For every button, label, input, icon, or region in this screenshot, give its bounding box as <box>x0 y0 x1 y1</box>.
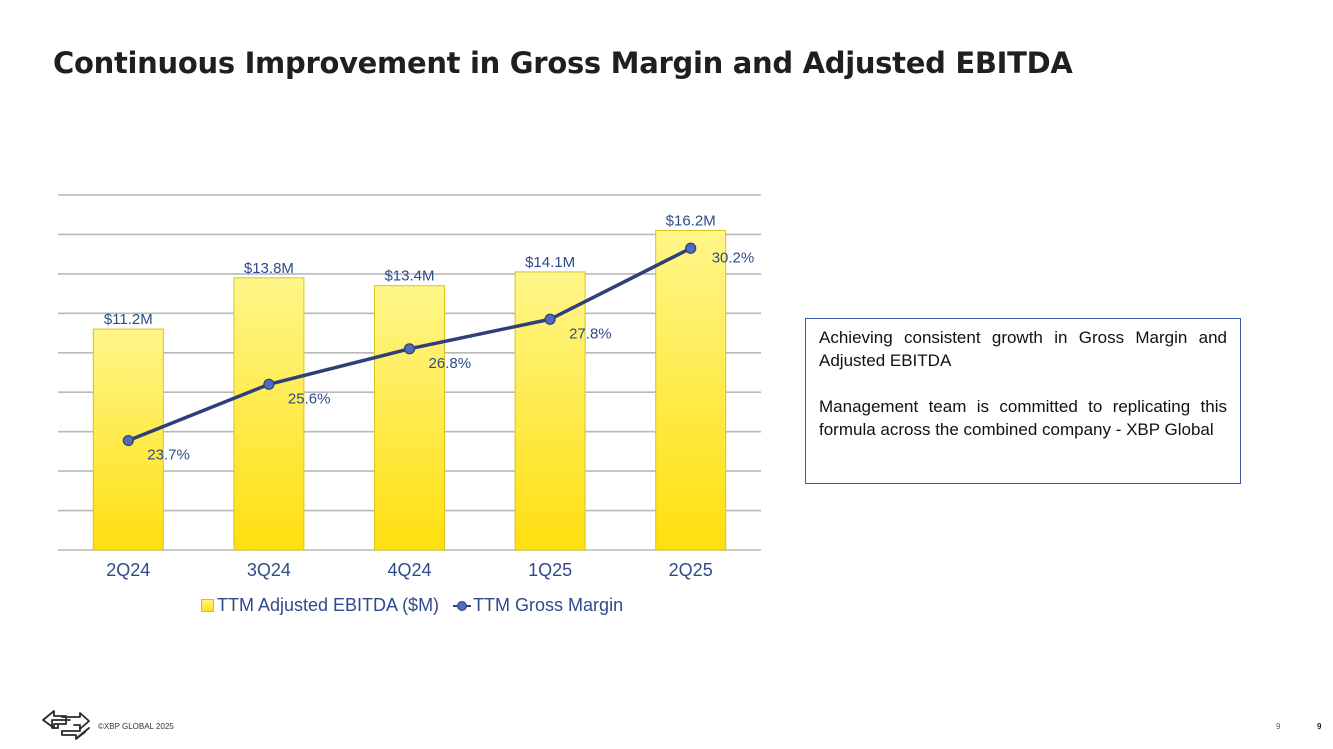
gross-margin-label: 27.8% <box>569 325 612 342</box>
ebitda-bar-label: $14.1M <box>525 254 575 271</box>
ebitda-bar <box>233 277 305 551</box>
gross-margin-point <box>263 378 275 390</box>
ebitda-bars <box>92 230 727 551</box>
gross-margin-point <box>122 434 134 447</box>
xbp-exchange-arrows-icon <box>42 710 90 740</box>
x-tick-label: 4Q24 <box>387 560 431 580</box>
gross-margin-point <box>403 343 416 355</box>
gross-margin-point <box>685 242 697 254</box>
page-number: 9 <box>1276 722 1281 731</box>
ebitda-bar <box>374 285 445 551</box>
chart-legend: TTM Adjusted EBITDA ($M) TTM Gross Margi… <box>201 595 637 616</box>
legend-label-ebitda: TTM Adjusted EBITDA ($M) <box>217 595 440 615</box>
x-tick-label: 2Q25 <box>669 560 713 580</box>
x-tick-label: 3Q24 <box>247 560 291 580</box>
legend-label-gross-margin: TTM Gross Margin <box>473 595 624 615</box>
page-number-duplicate: 9 <box>1317 722 1322 731</box>
ebitda-bar <box>655 230 727 551</box>
legend-bar-swatch-icon <box>201 599 214 612</box>
legend-item-gross-margin: TTM Gross Margin <box>453 595 623 616</box>
gross-margin-label: 30.2% <box>712 249 755 266</box>
gross-margin-label: 25.6% <box>288 390 331 407</box>
summary-callout: Achieving consistent growth in Gross Mar… <box>805 318 1241 484</box>
legend-line-swatch-icon <box>453 600 472 611</box>
gross-margin-label: 23.7% <box>147 447 190 464</box>
x-tick-label: 1Q25 <box>528 560 572 580</box>
data-labels: $11.2M $13.8M $13.4M $14.1M $16.2M 23.7% 25.6%… <box>104 213 754 464</box>
gross-margin-point <box>544 313 556 325</box>
callout-paragraph-growth: Achieving consistent growth in Gross Mar… <box>819 328 1227 370</box>
gross-margin-label: 26.8% <box>429 355 472 372</box>
callout-paragraph-management: Management team is committed to replicat… <box>819 397 1227 439</box>
legend-item-ebitda: TTM Adjusted EBITDA ($M) <box>201 595 439 616</box>
footer-copyright: ©XBP GLOBAL 2025 <box>98 722 174 731</box>
ebitda-bar-label: $13.8M <box>244 260 294 277</box>
ebitda-bar-label: $11.2M <box>104 311 153 328</box>
ebitda-bar <box>514 271 586 551</box>
slide-title: Continuous Improvement in Gross Margin a… <box>53 46 1073 80</box>
x-tick-label: 2Q24 <box>106 560 150 580</box>
x-axis: 2Q24 3Q24 4Q24 1Q25 2Q25 <box>106 560 712 580</box>
ebitda-bar-label: $16.2M <box>666 213 716 230</box>
gross-margin-line <box>122 242 697 447</box>
ebitda-bar-label: $13.4M <box>384 268 434 285</box>
